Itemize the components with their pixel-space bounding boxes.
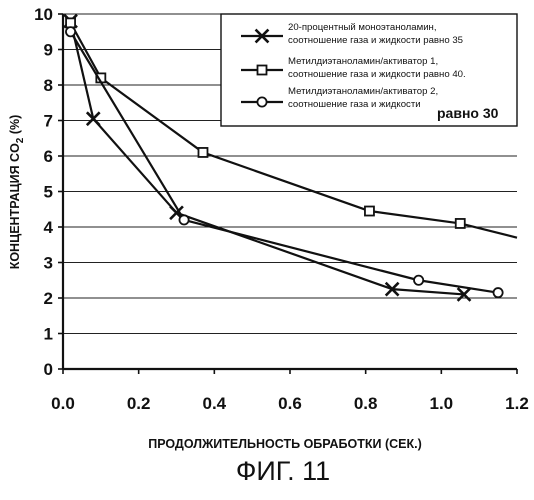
y-tick-label: 9 (44, 41, 53, 60)
legend-marker-circle (257, 97, 266, 106)
data-point-square (456, 219, 465, 228)
x-ticks: 0.0 0.2 0.4 0.6 0.8 1.0 1.2 (51, 369, 529, 413)
legend-label: соотношение газа и жидкости (288, 99, 421, 110)
y-axis-label: КОНЦЕНТРАЦИЯ CO2 (%) (8, 115, 26, 270)
y-tick-label: 1 (44, 325, 53, 344)
data-point-square (365, 207, 374, 216)
figure-caption: ФИГ. 11 (236, 456, 330, 486)
legend-label: 20-процентный моноэтаноламин, (288, 22, 437, 33)
y-ticks: 0 1 2 3 4 5 6 7 8 9 10 (34, 5, 63, 379)
legend-label: соотношение газа и жидкости равно 40. (288, 69, 466, 80)
y-tick-label: 5 (44, 183, 53, 202)
legend-label-tail: равно 30 (437, 105, 499, 121)
legend-label: Метилдиэтаноламин/активатор 1, (288, 56, 438, 67)
legend-label: Метилдиэтаноламин/активатор 2, (288, 86, 438, 97)
y-tick-label: 10 (34, 5, 53, 24)
x-tick-label: 0.6 (278, 394, 302, 413)
x-axis-label: ПРОДОЛЖИТЕЛЬНОСТЬ ОБРАБОТКИ (СЕК.) (148, 437, 422, 451)
x-tick-label: 1.2 (505, 394, 529, 413)
y-tick-label: 3 (44, 254, 53, 273)
x-tick-label: 0.8 (354, 394, 378, 413)
data-point-circle (179, 215, 188, 224)
x-tick-label: 0.2 (127, 394, 151, 413)
legend-label: соотношение газа и жидкости равно 35 (288, 35, 463, 46)
data-point-circle (66, 27, 75, 36)
data-point-circle (414, 276, 423, 285)
data-point-square (66, 18, 75, 27)
y-tick-label: 2 (44, 289, 53, 308)
y-tick-label: 7 (44, 112, 53, 131)
data-point-square (198, 148, 207, 157)
y-tick-label: 6 (44, 147, 53, 166)
x-tick-label: 1.0 (430, 394, 454, 413)
legend: 20-процентный моноэтаноламин, соотношение… (221, 14, 517, 126)
x-tick-label: 0.4 (203, 394, 227, 413)
x-tick-label: 0.0 (51, 394, 75, 413)
y-tick-label: 4 (44, 218, 54, 237)
y-tick-label: 0 (44, 360, 53, 379)
y-tick-label: 8 (44, 76, 53, 95)
legend-marker-square (258, 66, 267, 75)
data-point-circle (493, 288, 502, 297)
